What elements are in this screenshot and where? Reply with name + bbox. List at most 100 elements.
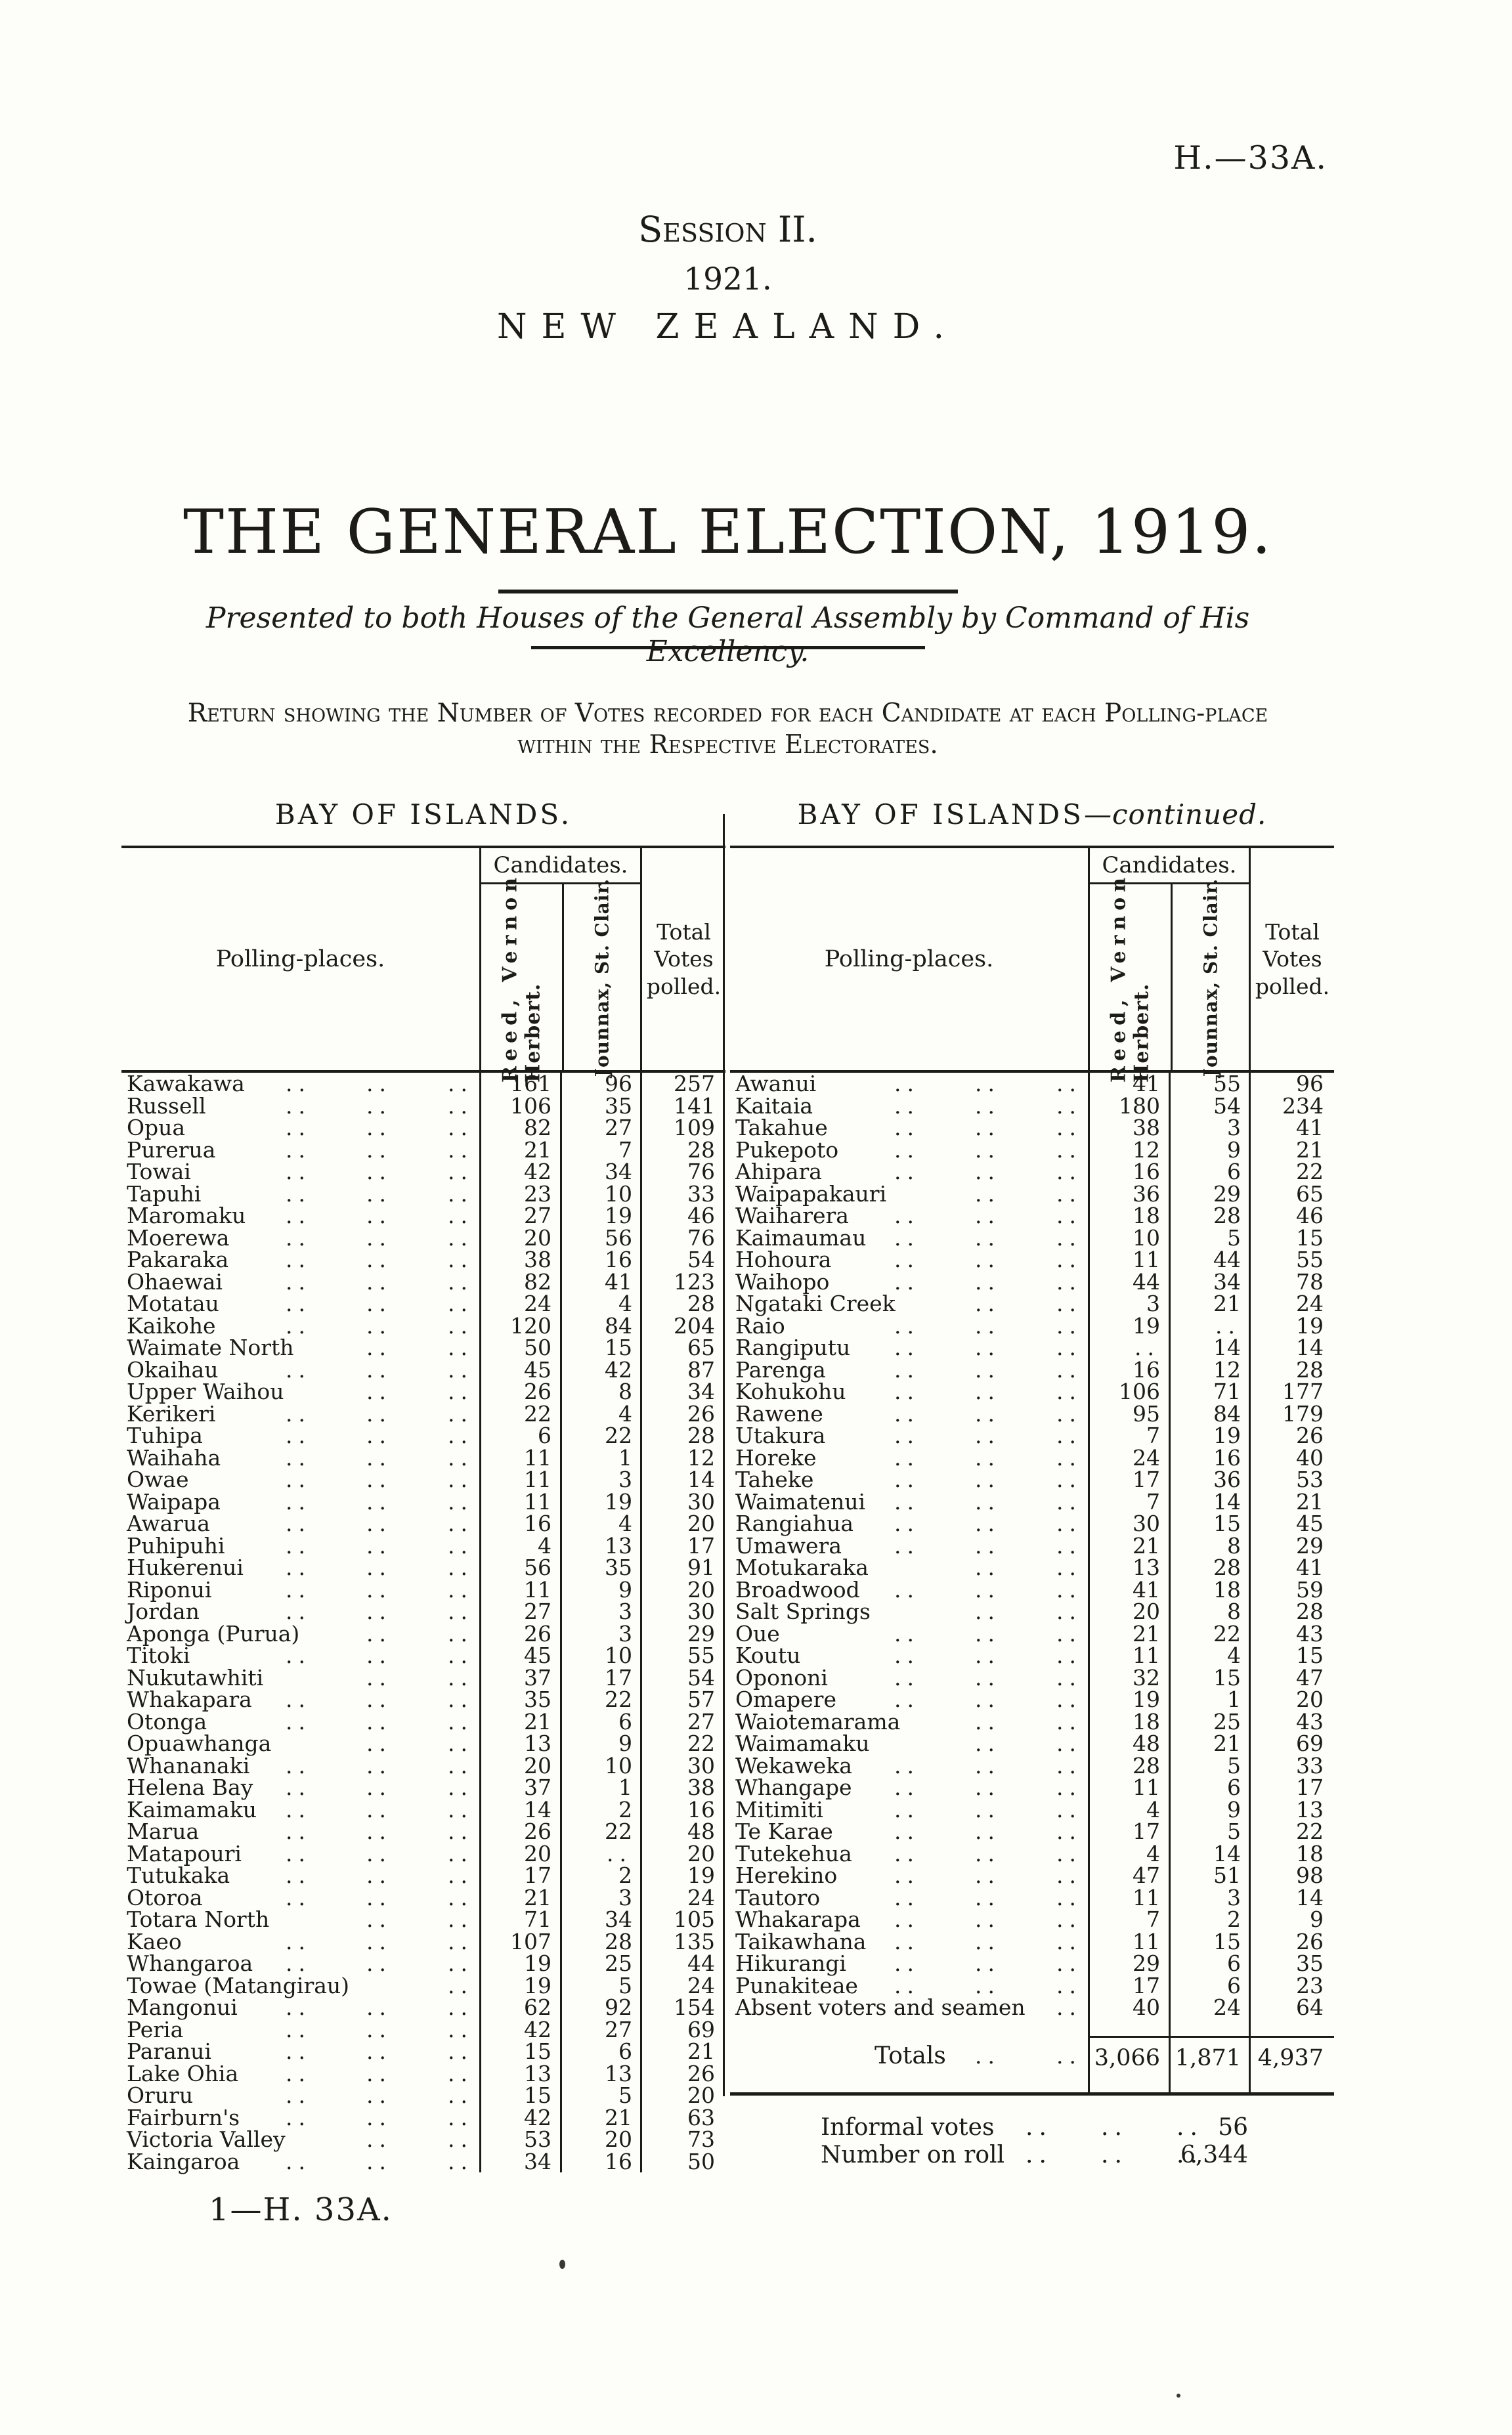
votes-candidate1: 106 [1090, 1381, 1171, 1403]
polling-place-name: Waipapa [127, 1488, 221, 1515]
polling-place-name: Moerewa [127, 1224, 230, 1251]
polling-place-name: Whangaroa [127, 1950, 253, 1976]
votes-total: 18 [1296, 1840, 1324, 1866]
votes-total: 48 [687, 1819, 715, 1844]
leader-dots: .. [1056, 1488, 1082, 1515]
leader-dots: .. [894, 1819, 920, 1844]
votes-total: 38 [687, 1775, 715, 1800]
polling-place-cell: Mangonui...... [121, 1996, 481, 2019]
votes-candidate2: 5 [1171, 1821, 1251, 1843]
leader-dots: .. [286, 1467, 311, 1492]
leader-dots: .. [975, 1708, 1001, 1735]
polling-place-cell: Whakapara...... [121, 1689, 481, 1711]
votes-candidate2: 2 [1171, 1908, 1251, 1931]
polling-place-name: Helena Bay [127, 1775, 253, 1800]
votes-candidate2: 6 [1171, 1974, 1251, 1996]
votes-candidate1: 53 [481, 2128, 562, 2151]
votes-candidate2: 10 [562, 1645, 642, 1667]
polling-place-cell: Opuawhanga...... [121, 1733, 481, 1755]
leader-dots: .. [448, 1115, 473, 1140]
leader-dots: .. [286, 2038, 311, 2064]
polling-place-cell: Russell...... [121, 1092, 481, 1119]
votes-total: 40 [1296, 1444, 1324, 1471]
leader-dots: .. [448, 1247, 473, 1272]
leader-dots: .. [975, 1907, 1001, 1932]
votes-candidate2: 8 [562, 1381, 642, 1403]
votes-candidate2: 9 [562, 1578, 642, 1601]
leader-dots: .. [1056, 1994, 1082, 2020]
leader-dots: .. [975, 1180, 1001, 1207]
polling-place-name: Herekino [735, 1863, 838, 1888]
votes-candidate2: 28 [1171, 1557, 1251, 1579]
polling-place-cell: Oue...... [730, 1622, 1090, 1645]
votes-total: 45 [1296, 1511, 1324, 1536]
leader-dots: .. [1056, 2042, 1082, 2069]
polling-place-name: Waimamaku [735, 1731, 870, 1756]
votes-candidate1: 45 [481, 1645, 562, 1667]
votes-candidate1: 21 [481, 1886, 562, 1908]
votes-total: 22 [687, 1731, 715, 1756]
leader-dots: .. [1056, 1400, 1082, 1427]
polling-place-name: Kaimaumau [735, 1224, 867, 1251]
leader-dots: .. [366, 1224, 392, 1251]
polling-place-cell: Tapuhi...... [121, 1182, 481, 1205]
votes-total: 22 [1296, 1819, 1324, 1844]
table-row: Umawera...... 21 8 29 [730, 1534, 1334, 1557]
leader-dots: .. [366, 1907, 392, 1932]
table-row: Hikurangi...... 29 6 35 [730, 1952, 1334, 1975]
candidate1-name: Reed, Vernon Herbert. [498, 872, 545, 1083]
leader-dots: .. [1056, 1599, 1082, 1624]
votes-candidate1: 13 [481, 1733, 562, 1755]
leader-dots: .. [975, 1599, 1001, 1624]
votes-candidate2: 16 [562, 2150, 642, 2172]
polling-place-cell: Kaimamaku...... [121, 1798, 481, 1821]
number-on-roll-value: 6,344 [1180, 2141, 1248, 2168]
polling-place-cell: Kohukohu...... [730, 1381, 1090, 1403]
leader-dots: .. [448, 1092, 473, 1119]
leader-dots: .. [286, 1708, 311, 1735]
leader-dots: .. [975, 1203, 1001, 1228]
table-row: Taikawhana...... 11 15 26 [730, 1930, 1334, 1952]
leader-dots: .. [448, 1511, 473, 1536]
candidate1-header-cell: Reed, Vernon Herbert. [481, 872, 564, 1083]
leader-dots: .. [1056, 1356, 1082, 1383]
leader-dots: .. [286, 1555, 311, 1580]
votes-candidate1: 4 [1090, 1798, 1171, 1821]
votes-candidate2: 6 [1171, 1161, 1251, 1183]
table-row: Awarua...... 16 4 20 [121, 1513, 725, 1535]
leader-dots: .. [448, 1994, 473, 2020]
leader-dots: .. [975, 1312, 1001, 1339]
number-on-roll-line: Number on roll .. .. .. 6,344 [730, 2142, 1334, 2169]
polling-place-cell: Marua...... [121, 1821, 481, 1843]
votes-candidate2: 3 [562, 1886, 642, 1908]
votes-total: 109 [674, 1115, 715, 1140]
votes-candidate2: 25 [1171, 1710, 1251, 1733]
votes-total: 87 [687, 1356, 715, 1383]
leader-dots: .. [448, 1268, 473, 1295]
votes-candidate1: 18 [1090, 1710, 1171, 1733]
leader-dots: .. [286, 1752, 311, 1778]
polling-place-name: Otoroa [127, 1884, 203, 1910]
polling-place-name: Raio [735, 1312, 785, 1339]
leader-dots: .. [448, 2038, 473, 2064]
leader-dots: .. [894, 1356, 920, 1383]
votes-candidate1: 34 [481, 2150, 562, 2172]
table-row: Salt Springs......208 28 [730, 1601, 1334, 1623]
votes-total: 30 [687, 1599, 715, 1624]
polling-place-name: Ahipara [735, 1159, 822, 1184]
leader-dots: .. [366, 1708, 392, 1735]
polling-place-cell: Opua...... [121, 1117, 481, 1139]
votes-candidate2: 21 [1171, 1733, 1251, 1755]
votes-total: 55 [687, 1643, 715, 1668]
leader-dots: .. [366, 2148, 392, 2174]
leader-dots: .. [894, 1796, 920, 1822]
leader-dots: .. [894, 1488, 920, 1515]
left-table: BAY OF ISLANDS. Polling-places. Candidat… [121, 798, 725, 2174]
table-row: Herekino...... 47 51 98 [730, 1864, 1334, 1887]
table-row: Waimatenui...... 7 14 21 [730, 1488, 1334, 1515]
leader-dots: .. [975, 1775, 1001, 1800]
leader-dots: .. [366, 2126, 392, 2152]
